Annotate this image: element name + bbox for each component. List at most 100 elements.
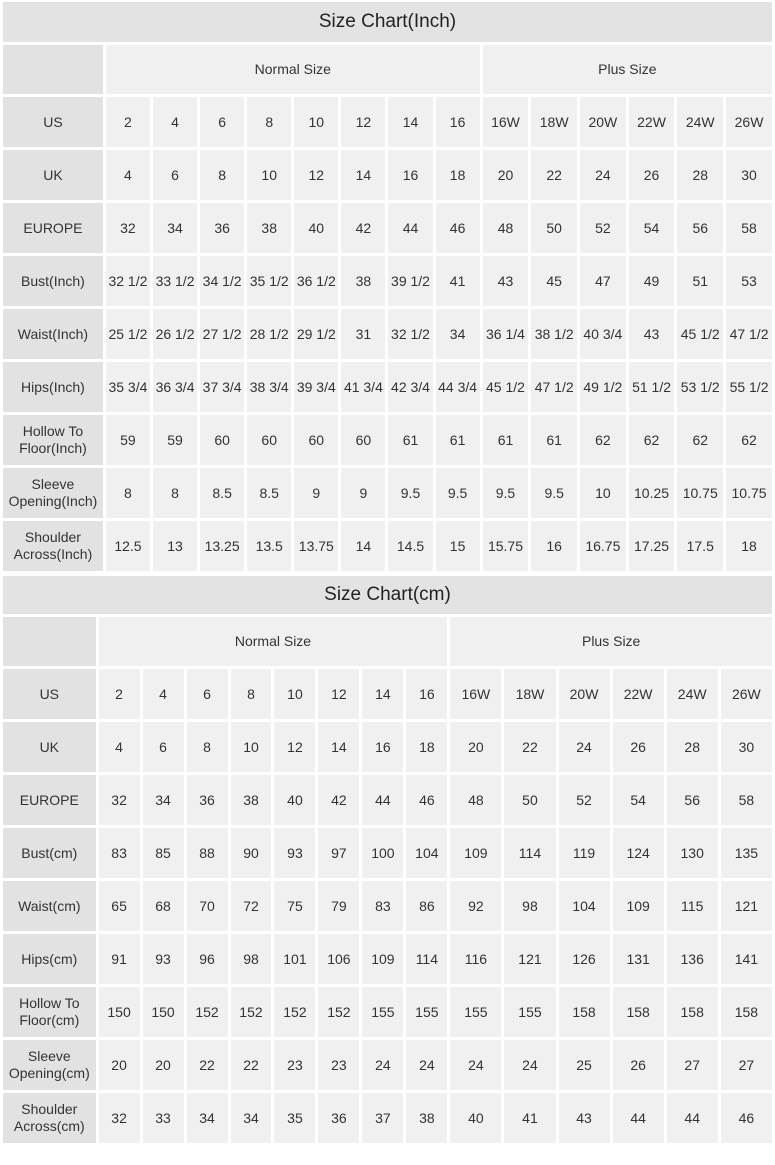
table-cell: 8 xyxy=(105,468,150,518)
group-header-row: Normal Size Plus Size xyxy=(3,45,772,94)
table-cell: 158 xyxy=(666,987,718,1037)
table-cell: 155 xyxy=(450,987,502,1037)
table-cell: 38 xyxy=(406,1093,448,1143)
table-cell: 13.25 xyxy=(200,521,245,571)
table-cell: 45 1/2 xyxy=(677,309,724,359)
table-cell: 29 1/2 xyxy=(294,309,339,359)
table-cell: 119 xyxy=(558,828,610,878)
table-cell: 4 xyxy=(98,722,140,772)
table-cell: 115 xyxy=(666,881,718,931)
table-cell: 35 1/2 xyxy=(247,256,292,306)
table-cell: 31 xyxy=(341,309,386,359)
table-cell: 34 xyxy=(435,309,480,359)
table-cell: 24 xyxy=(504,1040,556,1090)
table-cell: 126 xyxy=(558,934,610,984)
table-cell: 60 xyxy=(247,415,292,465)
table-cell: 2 xyxy=(105,97,150,147)
table-cell: 16 xyxy=(362,722,404,772)
table-cell: 155 xyxy=(504,987,556,1037)
table-cell: 24 xyxy=(362,1040,404,1090)
table-cell: 62 xyxy=(580,415,626,465)
table-cell: 9.5 xyxy=(435,468,480,518)
table-cell: 26 xyxy=(628,150,675,200)
table-cell: 109 xyxy=(450,828,502,878)
table-row-shoulder-across-inch: Shoulder Across(Inch) 12.5 13 13.25 13.5 13.7… xyxy=(3,521,772,571)
table-cell: 24W xyxy=(677,97,724,147)
table-cell: 32 xyxy=(98,1093,140,1143)
table-cell: 42 xyxy=(318,775,360,825)
table-row-hips-cm: Hips(cm) 91 93 96 98 101 106 109 114 116 121 126 131… xyxy=(3,934,772,984)
table-cell: 30 xyxy=(720,722,772,772)
table-cell: 27 1/2 xyxy=(200,309,245,359)
table-cell: 40 xyxy=(450,1093,502,1143)
table-cell: 17.25 xyxy=(628,521,675,571)
table-cell: 62 xyxy=(628,415,675,465)
table-cell: 141 xyxy=(720,934,772,984)
corner-cell xyxy=(3,45,103,94)
table-cell: 124 xyxy=(612,828,664,878)
table-cell: 24 xyxy=(558,722,610,772)
table-cell: 16 xyxy=(388,150,433,200)
table-cell: 131 xyxy=(612,934,664,984)
table-cell: 130 xyxy=(666,828,718,878)
table-cell: 56 xyxy=(677,203,724,253)
table-cell: 47 xyxy=(580,256,626,306)
table-cell: 23 xyxy=(318,1040,360,1090)
table-cell: 16 xyxy=(435,97,480,147)
table-cell: 116 xyxy=(450,934,502,984)
table-cell: 85 xyxy=(142,828,184,878)
table-cell: 61 xyxy=(388,415,433,465)
table-cell: 8 xyxy=(230,669,272,719)
normal-size-header: Normal Size xyxy=(98,617,448,666)
table-cell: 104 xyxy=(406,828,448,878)
table-cell: 38 xyxy=(230,775,272,825)
table-cell: 46 xyxy=(720,1093,772,1143)
table-cell: 15.75 xyxy=(482,521,529,571)
group-header-row: Normal Size Plus Size xyxy=(3,617,772,666)
table-cell: 52 xyxy=(580,203,626,253)
table-cell: 52 xyxy=(558,775,610,825)
table-cell: 65 xyxy=(98,881,140,931)
row-label: EUROPE xyxy=(3,775,96,825)
table-cell: 27 xyxy=(666,1040,718,1090)
table-cell: 54 xyxy=(628,203,675,253)
table-cell: 23 xyxy=(274,1040,316,1090)
table-cell: 12 xyxy=(318,669,360,719)
table-cell: 59 xyxy=(105,415,150,465)
table-cell: 53 xyxy=(726,256,772,306)
table-cell: 36 1/4 xyxy=(482,309,529,359)
table-cell: 39 1/2 xyxy=(388,256,433,306)
table-cell: 45 1/2 xyxy=(482,362,529,412)
table-cell: 79 xyxy=(318,881,360,931)
table-cell: 25 xyxy=(558,1040,610,1090)
table-cell: 8 xyxy=(186,722,228,772)
table-cell: 38 1/2 xyxy=(531,309,578,359)
table-cell: 24 xyxy=(450,1040,502,1090)
table-cell: 18W xyxy=(504,669,556,719)
table-cell: 14 xyxy=(362,669,404,719)
table-cell: 16.75 xyxy=(580,521,626,571)
table-row-uk: UK 4 6 8 10 12 14 16 18 20 22 24 26 28 30 xyxy=(3,722,772,772)
table-cell: 121 xyxy=(720,881,772,931)
table-cell: 158 xyxy=(558,987,610,1037)
plus-size-header: Plus Size xyxy=(482,45,772,94)
table-cell: 33 xyxy=(142,1093,184,1143)
table-cell: 43 xyxy=(482,256,529,306)
table-cell: 20 xyxy=(98,1040,140,1090)
table-cell: 13.5 xyxy=(247,521,292,571)
table-cell: 98 xyxy=(230,934,272,984)
table-cell: 37 3/4 xyxy=(200,362,245,412)
table-cell: 16 xyxy=(531,521,578,571)
table-cell: 98 xyxy=(504,881,556,931)
table-cell: 10 xyxy=(294,97,339,147)
table-cell: 2 xyxy=(98,669,140,719)
table-cell: 8.5 xyxy=(247,468,292,518)
table-cell: 18 xyxy=(435,150,480,200)
table-cell: 8 xyxy=(152,468,198,518)
table-cell: 135 xyxy=(720,828,772,878)
table-cell: 24 xyxy=(580,150,626,200)
table-cell: 6 xyxy=(186,669,228,719)
table-cell: 51 xyxy=(677,256,724,306)
table-cell: 59 xyxy=(152,415,198,465)
table-cell: 91 xyxy=(98,934,140,984)
